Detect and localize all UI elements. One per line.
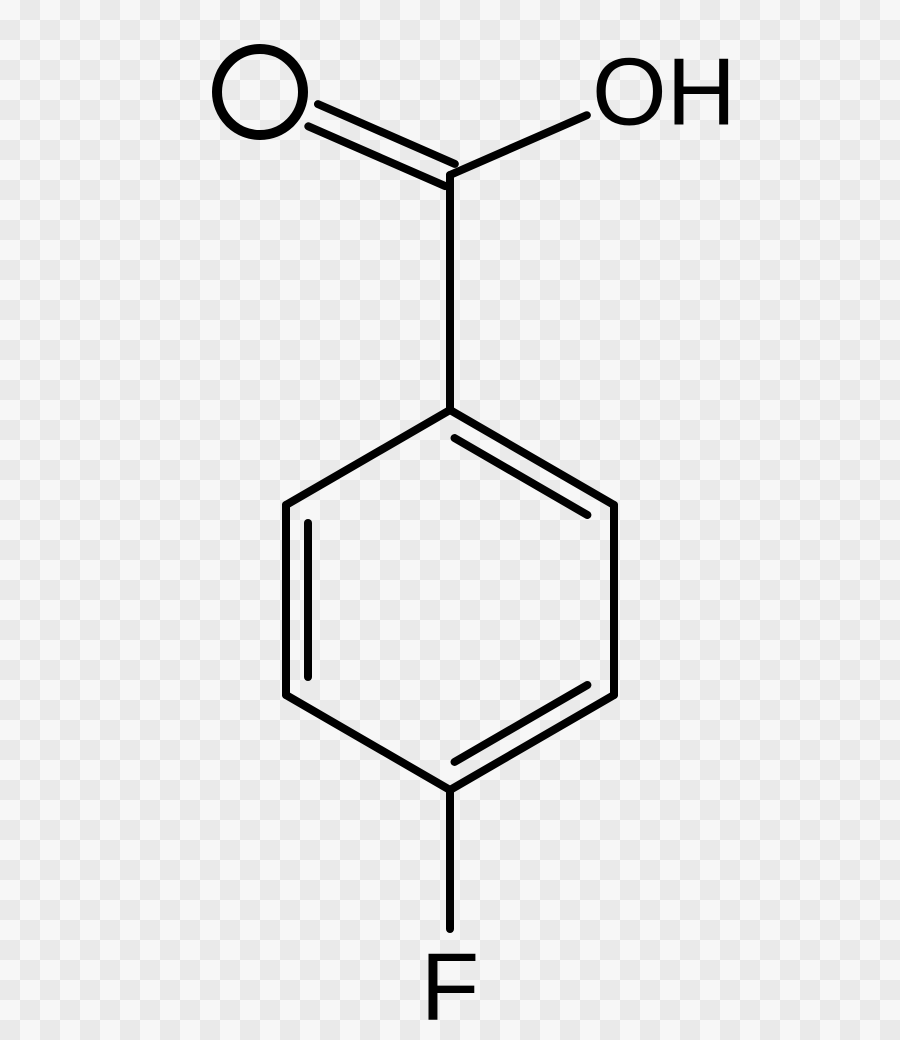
hydroxyl-label: OH: [592, 39, 736, 146]
bond-C3-C4: [450, 695, 614, 790]
bonds-group: [286, 104, 614, 929]
bond-C_top-O_dbl-a: [318, 104, 455, 164]
oxygen-double-bond-atom: [217, 49, 303, 135]
bond-C1-C2: [450, 410, 614, 505]
transparency-checker-background: OH F: [0, 0, 900, 1040]
bond-C_top-O_dbl-b: [308, 126, 445, 186]
fluorine-label: F: [421, 934, 480, 1040]
chemical-structure-diagram: OH F: [0, 0, 900, 1040]
bond-C4-C5: [286, 695, 450, 790]
bond-C6-C1: [286, 410, 450, 505]
bond-C_top-O_oh: [450, 115, 587, 175]
atoms-group: OH F: [217, 39, 736, 1040]
